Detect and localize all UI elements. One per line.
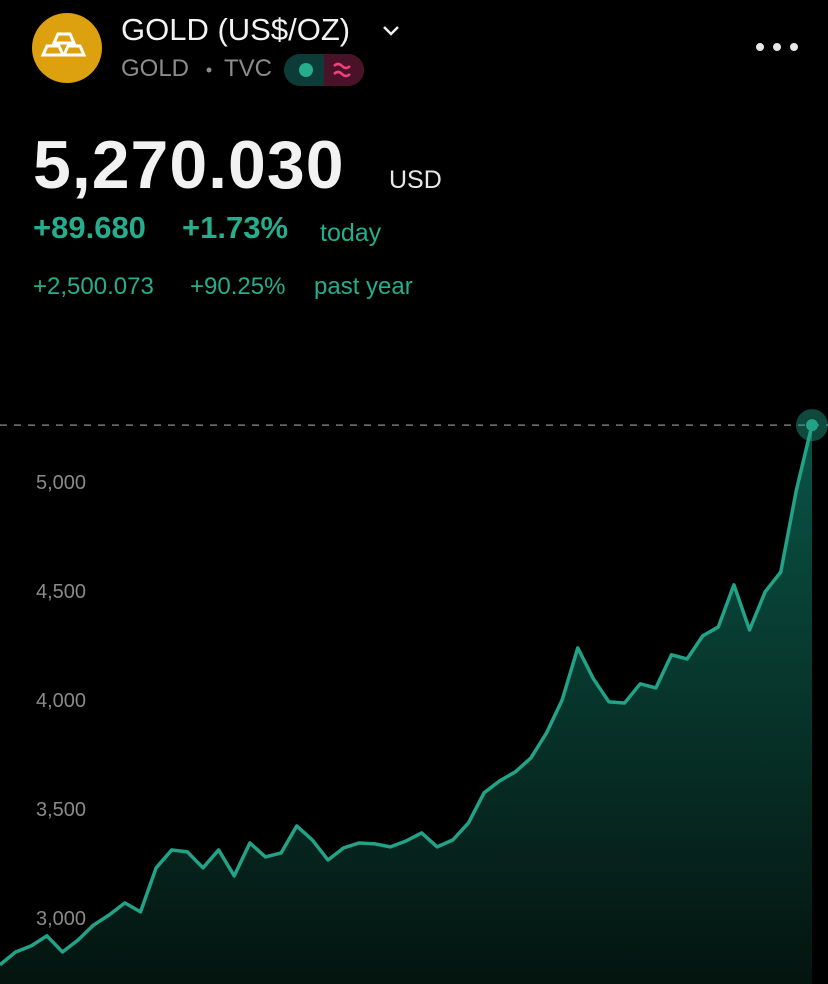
- exchange: TVC: [224, 55, 272, 82]
- y-tick-label: 4,000: [36, 690, 86, 712]
- currency: USD: [389, 166, 442, 194]
- change-period: today: [320, 219, 382, 247]
- separator-dot: [206, 67, 212, 73]
- year-change-percent: +90.25%: [190, 273, 286, 300]
- year-change: +2,500.073: [33, 273, 154, 300]
- change-percent: +1.73%: [182, 210, 289, 245]
- dropdown-chevron[interactable]: [383, 26, 399, 36]
- gold-bars: [40, 32, 87, 57]
- price: 5,270.030: [33, 127, 345, 203]
- last-point: [806, 419, 818, 432]
- y-tick-label: 3,000: [36, 908, 86, 930]
- change: +89.680: [33, 210, 146, 245]
- header-icons: [32, 13, 798, 86]
- more-menu[interactable]: [756, 43, 798, 51]
- area-fill: [0, 425, 812, 984]
- chart: 3,000 3,500 4,000 4,500 5,000: [0, 409, 828, 984]
- delayed-icon: [333, 62, 351, 78]
- market-open-dot: [299, 63, 313, 77]
- y-tick-label: 4,500: [36, 581, 86, 603]
- price-line: [0, 424, 814, 967]
- symbol: GOLD: [121, 55, 190, 82]
- year-period: past year: [314, 273, 413, 300]
- status-badge-right: [324, 54, 364, 86]
- y-tick-label: 5,000: [36, 472, 86, 494]
- instrument-title[interactable]: GOLD (US$/OZ): [121, 12, 351, 47]
- y-tick-label: 3,500: [36, 799, 86, 821]
